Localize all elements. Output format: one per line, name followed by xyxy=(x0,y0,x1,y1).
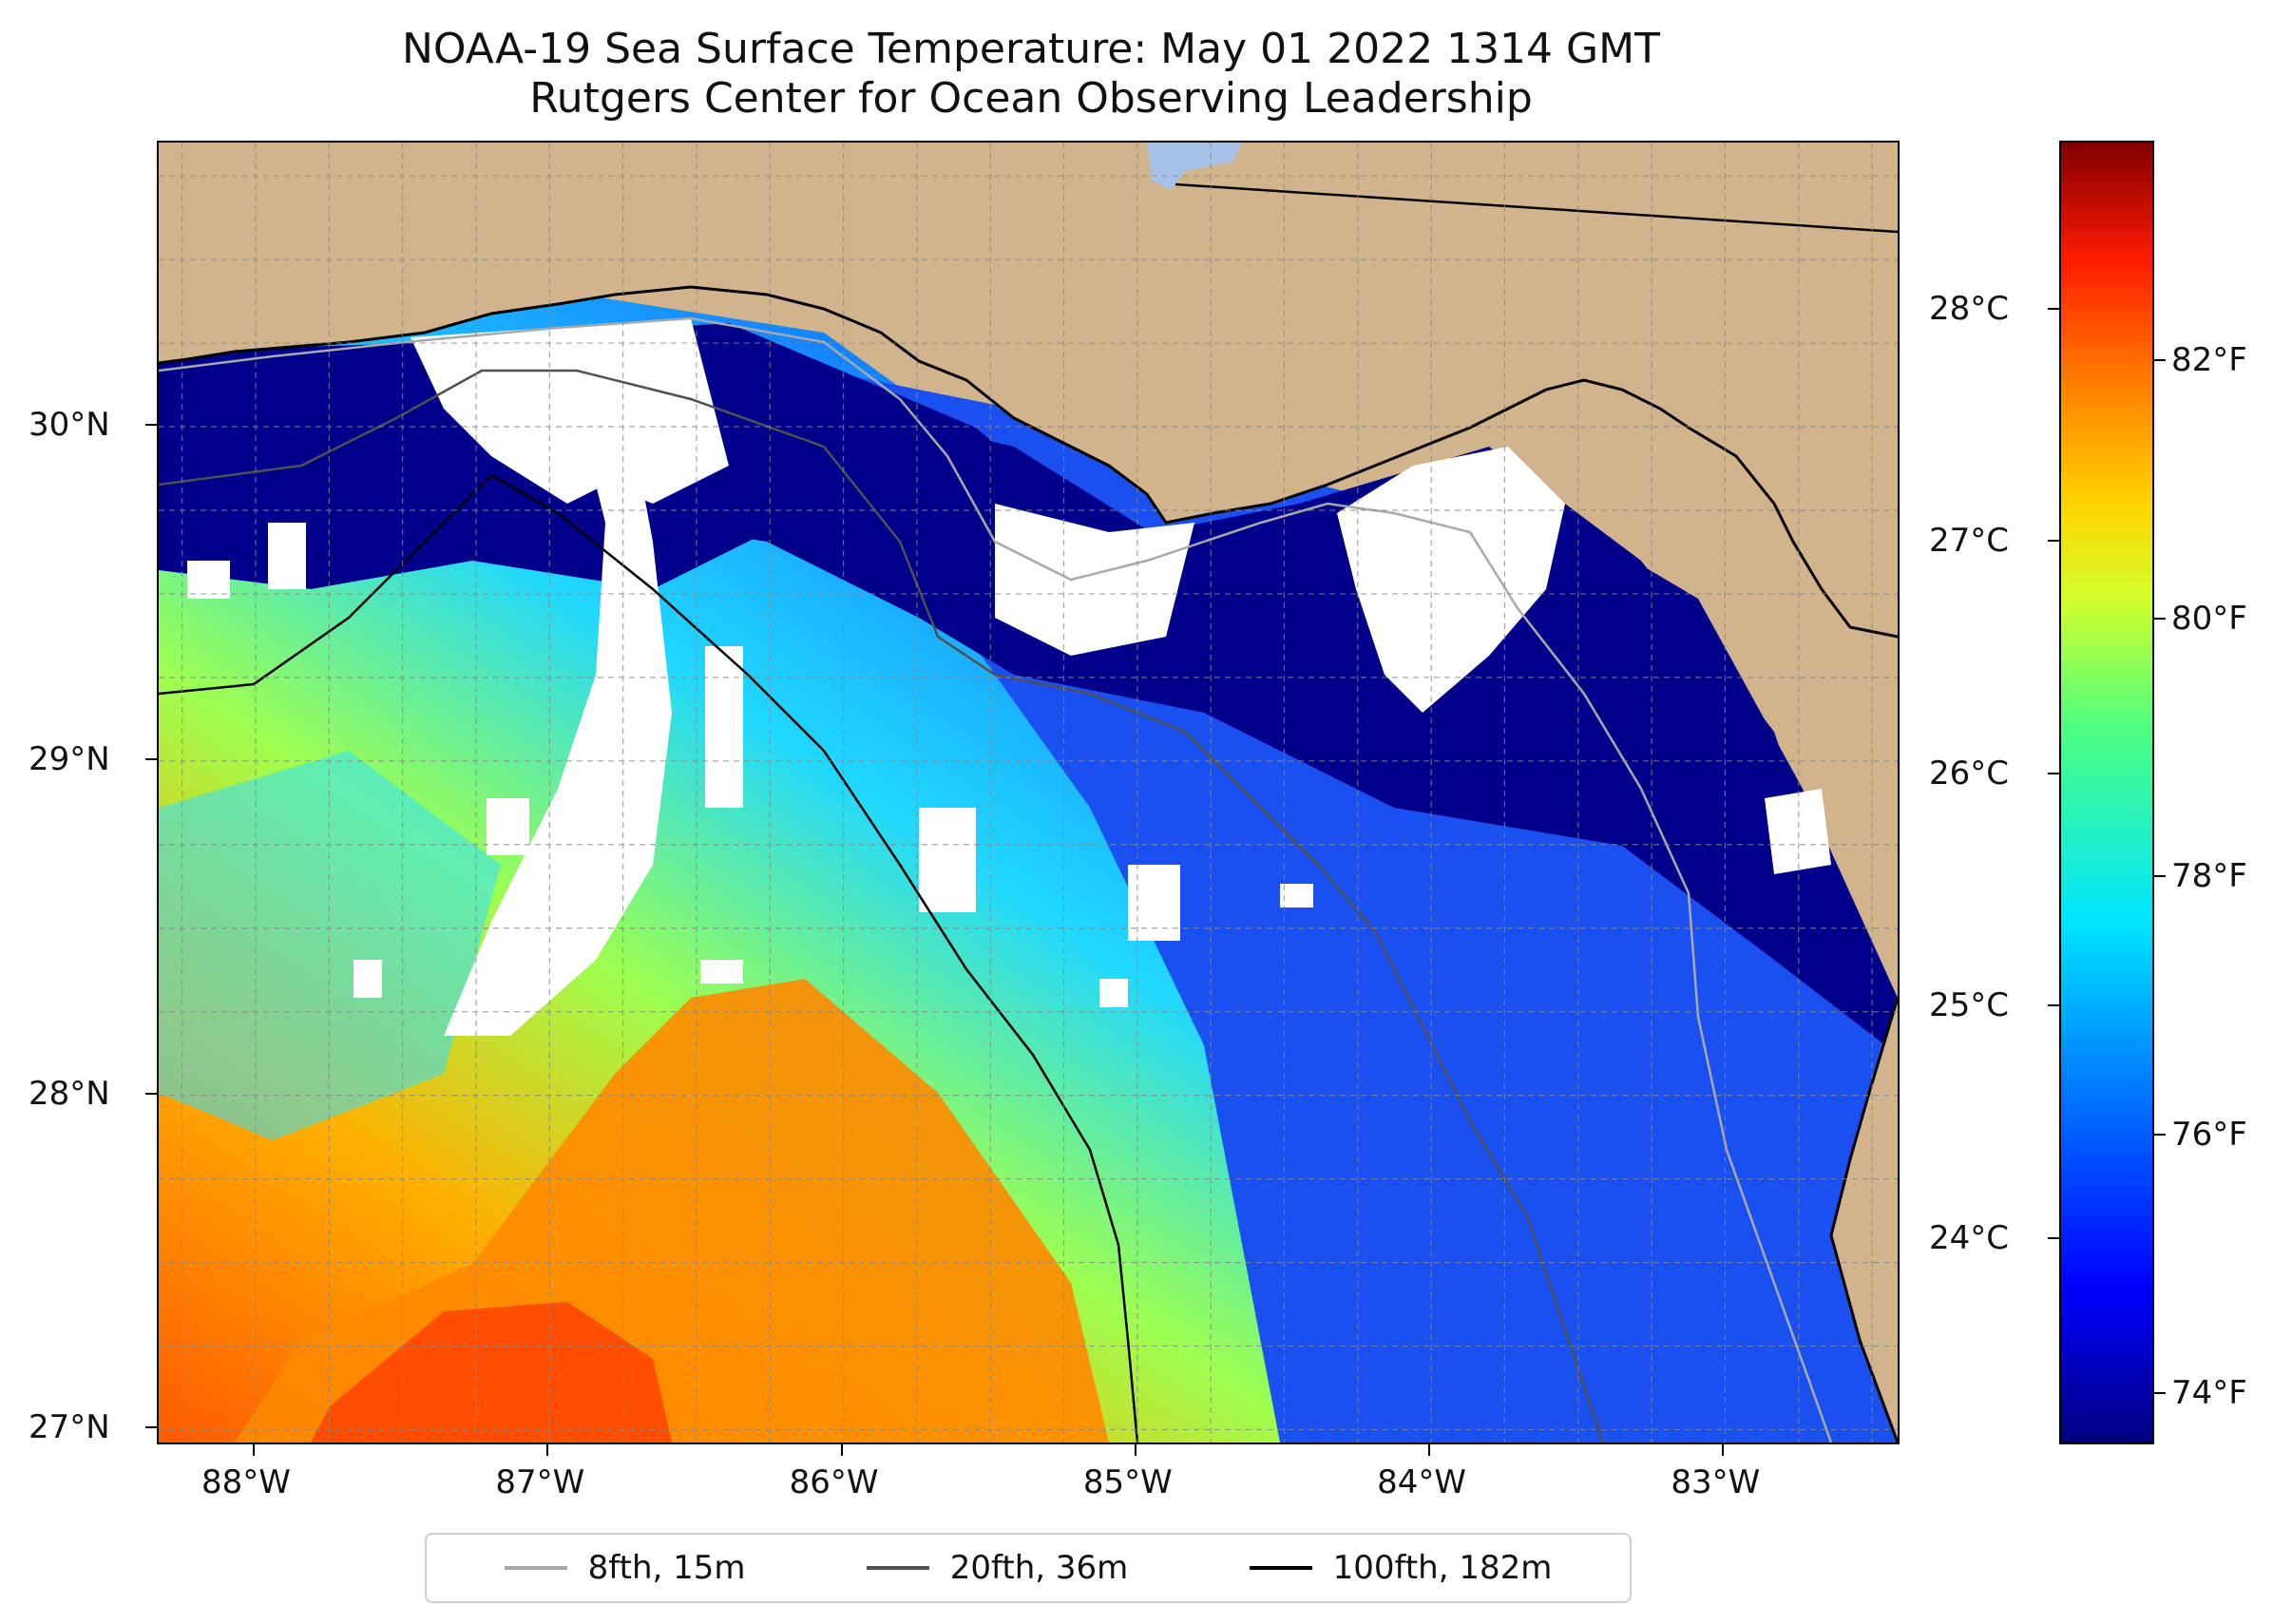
fahrenheit-tick-mark xyxy=(2154,875,2166,878)
cloud-central-band xyxy=(444,371,672,1036)
coastline-florida-west xyxy=(1829,997,1898,1442)
celsius-tick-label: 28°C xyxy=(1929,289,2010,328)
fahrenheit-tick-label: 80°F xyxy=(2171,599,2247,638)
celsius-tick-mark xyxy=(2048,1236,2059,1239)
isobath-15m xyxy=(159,316,1833,1442)
celsius-tick-mark xyxy=(2048,540,2059,543)
lat-tick-mark xyxy=(145,1426,157,1429)
celsius-tick-label: 27°C xyxy=(1929,522,2010,561)
fahrenheit-tick-label: 74°F xyxy=(2171,1373,2247,1412)
lon-tick-label: 87°W xyxy=(495,1463,585,1501)
cloud-patch-2 xyxy=(268,523,306,589)
legend-item: 20fth, 36m xyxy=(866,1549,1129,1587)
legend-line-swatch xyxy=(1249,1566,1312,1570)
legend-item: 100fth, 182m xyxy=(1249,1549,1553,1587)
fahrenheit-tick-label: 82°F xyxy=(2171,340,2247,379)
isobath-182m xyxy=(159,473,1139,1442)
coastline xyxy=(159,285,1898,639)
fahrenheit-tick-mark xyxy=(2154,1391,2166,1394)
fahrenheit-tick-mark xyxy=(2154,358,2166,361)
land-florida-west xyxy=(1831,998,1898,1442)
lon-tick-mark xyxy=(840,1444,843,1456)
cloud-patch-4 xyxy=(919,808,976,912)
cloud-patch-9 xyxy=(1099,979,1128,1007)
sst-map[interactable] xyxy=(157,141,1900,1444)
celsius-tick-mark xyxy=(2048,307,2059,310)
lon-tick-mark xyxy=(546,1444,549,1456)
map-canvas xyxy=(159,143,1898,1442)
lon-tick-mark xyxy=(253,1444,256,1456)
lon-tick-mark xyxy=(1134,1444,1136,1456)
title-line-1: NOAA-19 Sea Surface Temperature: May 01 … xyxy=(402,25,1660,73)
legend-label: 100fth, 182m xyxy=(1332,1549,1553,1587)
celsius-tick-mark xyxy=(2048,772,2059,774)
celsius-tick-label: 25°C xyxy=(1929,986,2010,1025)
fahrenheit-tick-label: 78°F xyxy=(2171,857,2247,896)
cloud-patch-10 xyxy=(1280,884,1313,908)
land-north xyxy=(159,143,1898,637)
lon-tick-mark xyxy=(1722,1444,1725,1456)
lat-tick-label: 30°N xyxy=(29,406,110,445)
cloud-patch-1 xyxy=(187,561,230,599)
fahrenheit-tick-mark xyxy=(2154,1133,2166,1136)
legend-line-swatch xyxy=(866,1566,929,1570)
lat-tick-label: 28°N xyxy=(29,1074,110,1113)
legend-item: 8fth, 15m xyxy=(504,1549,746,1587)
cloud-patch-6 xyxy=(487,798,529,855)
cloud-patch-3 xyxy=(705,646,743,808)
chart-title: NOAA-19 Sea Surface Temperature: May 01 … xyxy=(157,25,1905,124)
land-layer xyxy=(159,143,1898,1442)
title-line-2: Rutgers Center for Ocean Observing Leade… xyxy=(529,74,1533,123)
celsius-tick-mark xyxy=(2048,1004,2059,1007)
lon-tick-label: 88°W xyxy=(201,1463,291,1501)
legend-line-swatch xyxy=(504,1566,567,1570)
lat-tick-mark xyxy=(145,1092,157,1095)
gridlines xyxy=(159,143,1898,1442)
celsius-tick-label: 26°C xyxy=(1929,754,2010,793)
lon-tick-label: 84°W xyxy=(1377,1463,1467,1501)
cloud-east-coast xyxy=(1765,789,1831,874)
legend-label: 8fth, 15m xyxy=(587,1549,746,1587)
cloud-panhandle xyxy=(995,504,1194,656)
cloud-patch-8 xyxy=(700,960,743,984)
inland-lake xyxy=(1147,143,1242,190)
lat-tick-mark xyxy=(145,424,157,427)
legend-label: 20fth, 36m xyxy=(949,1549,1129,1587)
lon-tick-label: 85°W xyxy=(1082,1463,1173,1501)
cloud-patch-7 xyxy=(353,960,382,998)
state-border xyxy=(1175,182,1898,234)
sst-hot-spots xyxy=(311,1302,672,1442)
temperature-colorbar xyxy=(2059,141,2154,1444)
isobath-legend: 8fth, 15m 20fth, 36m 100fth, 182m xyxy=(425,1533,1632,1603)
lon-tick-label: 83°W xyxy=(1671,1463,1761,1501)
lon-tick-label: 86°W xyxy=(789,1463,879,1501)
celsius-tick-label: 24°C xyxy=(1929,1218,2010,1257)
lat-tick-label: 27°N xyxy=(29,1408,110,1447)
fahrenheit-tick-mark xyxy=(2154,617,2166,620)
cloud-mask-layer xyxy=(187,318,1831,1036)
cloud-west-shelf xyxy=(411,318,729,504)
cloud-patch-5 xyxy=(1128,865,1180,941)
isobath-36m xyxy=(159,369,1605,1442)
lat-tick-label: 29°N xyxy=(29,739,110,778)
sst-cyan-west xyxy=(159,751,501,1140)
sea-surface-temperature-layer xyxy=(159,285,1898,1442)
fahrenheit-tick-label: 76°F xyxy=(2171,1115,2247,1154)
lat-tick-mark xyxy=(145,757,157,760)
lon-tick-mark xyxy=(1428,1444,1431,1456)
